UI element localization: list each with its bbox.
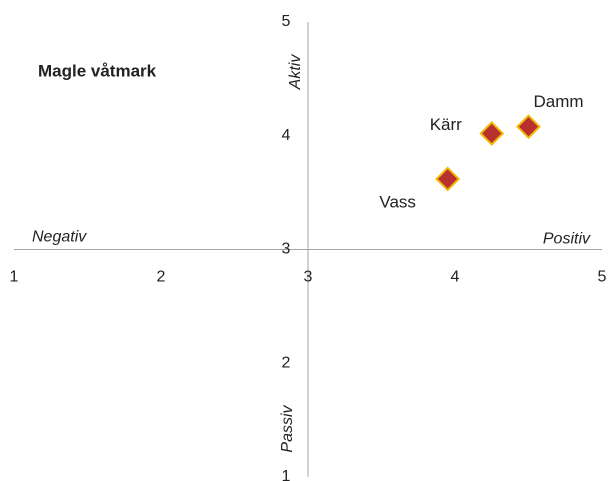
point [435,166,461,192]
point [516,114,541,140]
y-tick-label: 5 [282,13,291,30]
x-tick-label: 4 [451,269,460,286]
x-tick-label: 2 [157,269,166,286]
x-tick-label: 1 [10,269,19,286]
y-tick-label: 1 [282,468,291,481]
y-tick-label: 4 [282,127,291,144]
annotation: Negativ [32,229,87,246]
y-tick-label: 2 [282,354,291,371]
annotation: Positiv [543,231,591,248]
point-label: Kärr [430,115,462,134]
point-label: Vass [379,192,416,211]
point-label: Damm [533,92,583,111]
point [479,121,505,146]
y-tick-label: 3 [282,241,291,258]
annotation: Aktiv [287,54,304,91]
chart-title: Magle våtmark [38,61,157,80]
x-tick-label: 5 [598,269,607,286]
annotation: Passiv [279,404,296,452]
x-tick-label: 3 [304,269,313,286]
